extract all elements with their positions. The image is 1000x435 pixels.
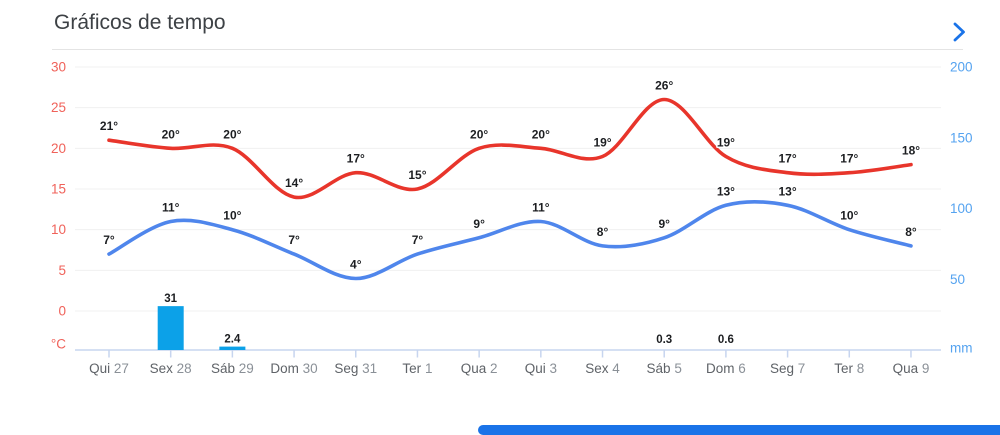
temperatura-maxima-point-label: 17°: [840, 152, 858, 166]
y-axis-unit-left: °C: [51, 337, 66, 352]
title-divider: [52, 49, 963, 50]
temperatura-minima-point-label: 11°: [162, 201, 180, 215]
precip-bar: [219, 346, 246, 350]
temperatura-minima-point-label: 10°: [223, 209, 241, 223]
chevron-right-icon[interactable]: [946, 19, 972, 45]
y-axis-label-left: 30: [51, 60, 66, 75]
temperatura-minima-point-label: 9°: [473, 217, 485, 231]
temperatura-minima-point-label: 8°: [905, 225, 917, 239]
precip-value-label: 31: [164, 293, 177, 305]
temperatura-minima-point-label: 10°: [840, 209, 858, 223]
x-axis-label: Ter 1: [402, 361, 432, 376]
x-axis-label: Sáb 5: [647, 361, 682, 376]
y-axis-label-left: 25: [51, 100, 66, 115]
x-axis-label: Qua 9: [893, 361, 930, 376]
y-axis-label-left: 10: [51, 222, 66, 237]
temperatura-maxima-point-label: 19°: [717, 135, 735, 149]
temperatura-minima-point-label: 8°: [597, 225, 609, 239]
x-axis-label: Sáb 29: [211, 361, 254, 376]
temperatura-maxima-point-label: 17°: [347, 152, 365, 166]
temperatura-minima-line: [107, 199, 913, 281]
temperatura-maxima-point-label: 20°: [470, 127, 488, 141]
y-axis-label-left: 0: [58, 304, 66, 319]
x-axis-label: Seg 7: [770, 361, 805, 376]
y-axis-label-left: 5: [58, 263, 66, 278]
temperatura-maxima-line: [107, 97, 913, 200]
x-axis-label: Ter 8: [834, 361, 864, 376]
temperatura-maxima-point-label: 17°: [779, 152, 797, 166]
x-axis-label: Qui 3: [525, 361, 557, 376]
temperatura-maxima-point-label: 20°: [532, 127, 550, 141]
precip-value-label: 0.3: [656, 334, 672, 346]
y-axis-label-right: 150: [950, 130, 973, 145]
x-axis-label: Qui 27: [89, 361, 129, 376]
temperatura-maxima-point-label: 14°: [285, 176, 303, 190]
x-axis-label: Dom 30: [270, 361, 317, 376]
temperatura-maxima-point-label: 20°: [162, 127, 180, 141]
temperatura-minima-point-label: 7°: [288, 233, 300, 247]
precip-value-label: 0.6: [718, 334, 734, 346]
temperatura-maxima-point-label: 15°: [408, 168, 426, 182]
temperatura-maxima-point-label: 20°: [223, 127, 241, 141]
temperatura-maxima-point-label: 21°: [100, 119, 118, 133]
x-axis-label: Seg 31: [334, 361, 377, 376]
y-axis-label-left: 20: [51, 141, 66, 156]
x-axis-label: Qua 2: [461, 361, 498, 376]
temperatura-minima-point-label: 7°: [103, 233, 115, 247]
y-axis-label-right: 50: [950, 272, 965, 287]
x-axis-label: Dom 6: [706, 361, 746, 376]
temperatura-minima-point-label: 13°: [717, 184, 735, 198]
y-axis-label-left: 15: [51, 182, 66, 197]
x-axis-label: Sex 4: [585, 361, 620, 376]
precip-value-label: 2.4: [224, 334, 241, 346]
horizontal-scrollbar-thumb[interactable]: [478, 425, 1000, 435]
temperatura-maxima-point-label: 19°: [593, 135, 611, 149]
temperatura-minima-point-label: 13°: [779, 184, 797, 198]
page-title: Gráficos de tempo: [54, 11, 226, 34]
x-axis-label: Sex 28: [150, 361, 192, 376]
y-axis-unit-right: mm: [950, 341, 973, 356]
precip-bar: [157, 306, 184, 350]
temperatura-maxima-point-label: 18°: [902, 144, 920, 158]
y-axis-label-right: 100: [950, 201, 973, 216]
temperatura-minima-point-label: 9°: [658, 217, 670, 231]
temperatura-minima-point-label: 11°: [532, 201, 550, 215]
y-axis-label-right: 200: [950, 60, 973, 75]
temperatura-minima-point-label: 7°: [412, 233, 424, 247]
temperatura-maxima-point-label: 26°: [655, 79, 673, 93]
temperatura-minima-point-label: 4°: [350, 257, 362, 271]
